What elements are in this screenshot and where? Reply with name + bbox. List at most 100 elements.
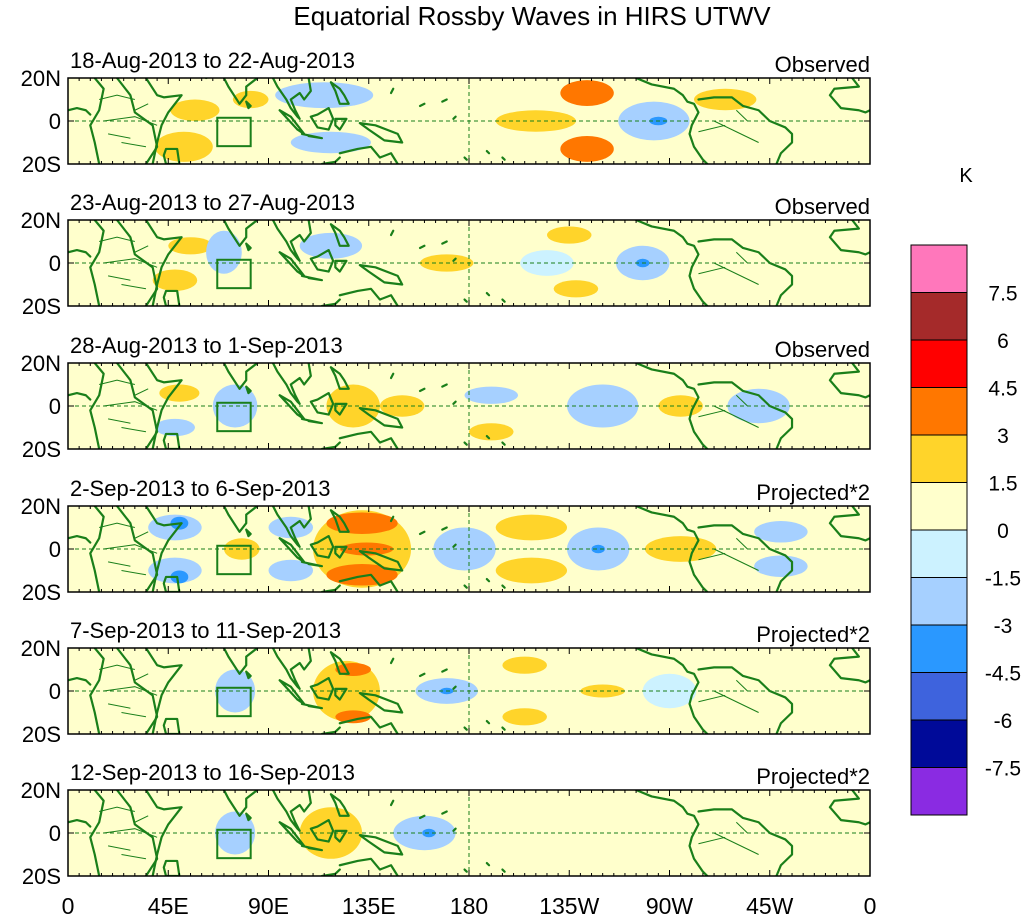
coastline xyxy=(309,534,335,559)
colorbar-swatch xyxy=(910,577,968,626)
coastline xyxy=(441,810,448,815)
coastline xyxy=(222,78,259,105)
coastline xyxy=(300,274,324,282)
panel-date: 28-Aug-2013 to 1-Sep-2013 xyxy=(70,333,343,358)
coastline xyxy=(501,156,506,161)
colorbar-swatch xyxy=(910,292,968,341)
coastline xyxy=(68,392,92,401)
coastline xyxy=(463,726,468,731)
panel-label: Observed xyxy=(775,52,870,77)
y-tick-label: 20N xyxy=(21,208,61,233)
coastline xyxy=(389,229,395,237)
country-border xyxy=(713,690,759,713)
coastline xyxy=(245,528,252,538)
x-tick-label: 45W xyxy=(746,893,794,919)
panel-date: 2-Sep-2013 to 6-Sep-2013 xyxy=(70,476,331,501)
coastline xyxy=(501,584,506,589)
coastline xyxy=(162,147,181,164)
country-border xyxy=(134,388,149,396)
coastline xyxy=(828,790,870,826)
anomaly-contour xyxy=(754,555,808,577)
country-border xyxy=(108,561,131,567)
panel-date: 7-Sep-2013 to 11-Sep-2013 xyxy=(70,618,341,643)
anomaly-contour xyxy=(170,570,189,584)
coastline xyxy=(334,829,348,843)
coastline xyxy=(334,545,348,559)
coastline xyxy=(334,259,348,273)
country-border xyxy=(108,418,131,424)
coastline xyxy=(68,534,92,544)
country-border xyxy=(735,821,748,834)
panel-2: 20N 0 20S 23-Aug-2013 to 27-Aug-2013 Observe… xyxy=(21,190,871,319)
index-box xyxy=(216,401,252,433)
coastlines xyxy=(68,220,870,306)
country-border xyxy=(713,120,759,143)
anomaly-contour xyxy=(215,811,256,855)
country-border xyxy=(99,94,135,100)
coastline xyxy=(418,814,426,820)
colorbar-swatch xyxy=(910,767,968,816)
colorbar: K 7.5 6 4.5 3 1.5 0 -1.5 -3 -4.5 -6 -7.5 xyxy=(910,165,1021,816)
country-border xyxy=(108,275,131,281)
coastline xyxy=(162,432,181,449)
x-tick-label: 0 xyxy=(864,893,877,919)
coastline xyxy=(452,685,457,690)
country-border xyxy=(713,548,759,571)
country-border xyxy=(99,522,135,528)
coastline xyxy=(828,648,870,684)
coastline xyxy=(300,417,324,425)
x-tick-label: 180 xyxy=(450,893,488,919)
colorbar-label: -3 xyxy=(994,615,1013,638)
colorbar-swatch xyxy=(910,387,968,436)
x-tick-label: 0 xyxy=(62,893,75,919)
country-border xyxy=(121,570,147,576)
country-border xyxy=(698,552,726,561)
country-border xyxy=(134,531,149,539)
coastline xyxy=(485,292,491,297)
coastline xyxy=(309,818,335,843)
country-border xyxy=(103,828,158,838)
index-box xyxy=(216,116,252,148)
index-box xyxy=(216,544,252,576)
country-border xyxy=(134,245,149,253)
country-border xyxy=(698,694,726,703)
colorbar-label: -7.5 xyxy=(985,758,1021,781)
coastline xyxy=(68,106,92,116)
coastline xyxy=(389,799,395,807)
country-border xyxy=(121,854,147,860)
coastline xyxy=(245,100,252,110)
anomaly-contour xyxy=(212,384,258,428)
country-border xyxy=(698,836,726,845)
coastline xyxy=(334,117,348,131)
anomaly-contour xyxy=(502,656,547,674)
coastline xyxy=(485,150,491,155)
country-border xyxy=(735,251,748,264)
anomaly-contour xyxy=(546,226,592,244)
country-border xyxy=(121,712,147,718)
country-border xyxy=(103,401,158,411)
anomaly-contour xyxy=(145,811,191,833)
anomaly-contour xyxy=(159,384,200,402)
country-border xyxy=(108,133,131,139)
y-tick-label: 20N xyxy=(21,636,61,661)
coastline xyxy=(389,87,395,95)
coastline xyxy=(358,264,404,286)
x-axis: 0 45E 90E 135E 180 135W 90W 45W 0 xyxy=(62,893,877,919)
coastline xyxy=(634,78,709,164)
x-tick-label: 135W xyxy=(539,893,599,919)
panel-1: 20N 0 20S 18-Aug-2013 to 22-Aug-2013 Observe… xyxy=(21,48,871,177)
anomaly-contour xyxy=(749,673,813,709)
coastline xyxy=(501,726,506,731)
coastline xyxy=(300,702,324,710)
coastline xyxy=(418,244,426,250)
coastline xyxy=(89,363,105,449)
coastline xyxy=(309,249,335,273)
colorbar-label: 4.5 xyxy=(988,378,1017,401)
coastline xyxy=(329,366,350,390)
coastline xyxy=(144,363,183,449)
anomaly-contour xyxy=(379,395,425,417)
coastline xyxy=(144,790,183,876)
colorbar-swatch xyxy=(910,719,968,768)
colorbar-swatch xyxy=(910,244,968,293)
